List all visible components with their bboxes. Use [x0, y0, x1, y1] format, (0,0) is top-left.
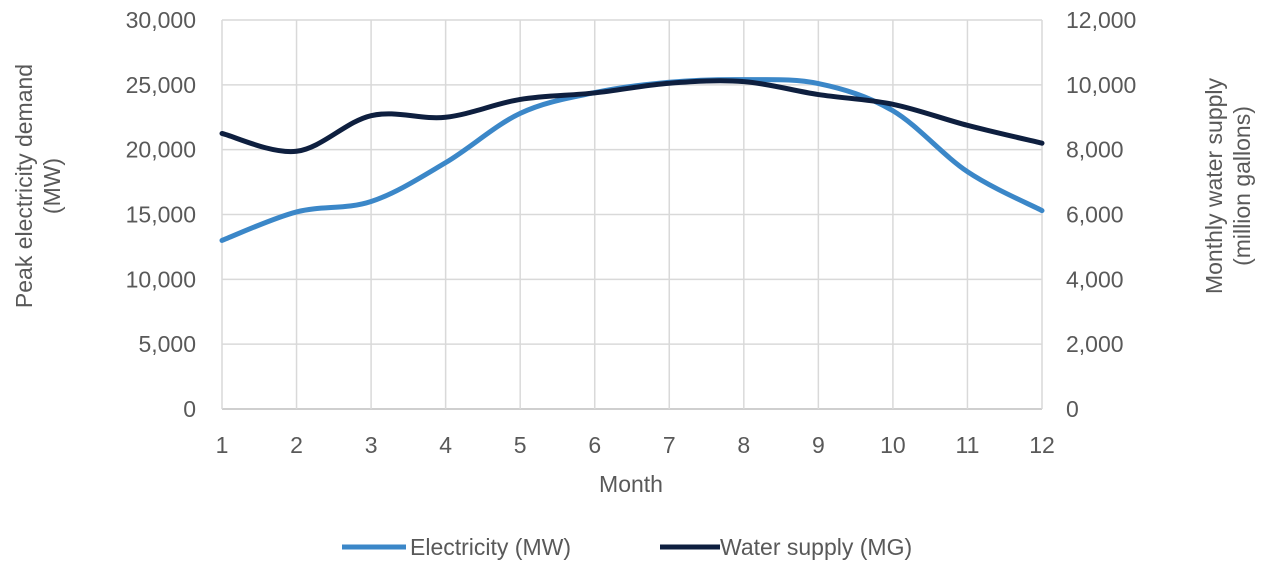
x-tick-label: 9: [812, 432, 825, 458]
x-axis-title: Month: [599, 471, 663, 497]
x-tick-label: 8: [737, 432, 750, 458]
legend-label-electricity: Electricity (MW): [410, 534, 571, 560]
x-tick-label: 6: [588, 432, 601, 458]
series-line-water-supply: [219, 78, 1045, 155]
x-axis-ticks: 1 2 3 4 5 6 7 8 9 10 11 12: [216, 432, 1055, 458]
left-tick-label: 10,000: [126, 266, 196, 292]
left-tick-label: 20,000: [126, 137, 196, 163]
series-lines: [219, 77, 1045, 243]
right-axis-ticks: 0 2,000 4,000 6,000 8,000 10,000 12,000: [1066, 7, 1136, 422]
left-tick-label: 15,000: [126, 202, 196, 228]
right-tick-label: 4,000: [1066, 266, 1124, 292]
left-tick-label: 25,000: [126, 72, 196, 98]
x-tick-label: 3: [365, 432, 378, 458]
right-tick-label: 10,000: [1066, 72, 1136, 98]
left-tick-label: 0: [183, 396, 196, 422]
right-axis-title-line-1: Monthly water supply: [1201, 77, 1227, 294]
x-tick-label: 11: [956, 432, 980, 458]
x-tick-label: 1: [216, 432, 229, 458]
left-tick-label: 30,000: [126, 7, 196, 33]
right-tick-label: 0: [1066, 396, 1079, 422]
left-axis-title-line-1: Peak electricity demand: [11, 64, 37, 308]
x-tick-label: 2: [290, 432, 303, 458]
right-tick-label: 2,000: [1066, 331, 1124, 357]
x-tick-label: 10: [880, 432, 906, 458]
left-tick-label: 5,000: [138, 331, 196, 357]
right-tick-label: 8,000: [1066, 137, 1124, 163]
legend: Electricity (MW) Water supply (MG): [342, 534, 912, 560]
right-axis-title-line-2: (million gallons): [1229, 106, 1255, 266]
gridlines: [221, 19, 1043, 410]
x-tick-label: 12: [1029, 432, 1055, 458]
x-tick-label: 4: [439, 432, 452, 458]
x-tick-label: 7: [663, 432, 676, 458]
x-tick-label: 5: [514, 432, 527, 458]
left-axis-ticks: 0 5,000 10,000 15,000 20,000 25,000 30,000: [126, 7, 196, 422]
left-axis-title-line-2: (MW): [39, 158, 65, 214]
right-tick-label: 12,000: [1066, 7, 1136, 33]
legend-label-water-supply: Water supply (MG): [720, 534, 912, 560]
right-tick-label: 6,000: [1066, 202, 1124, 228]
series-line-electricity: [219, 77, 1045, 243]
